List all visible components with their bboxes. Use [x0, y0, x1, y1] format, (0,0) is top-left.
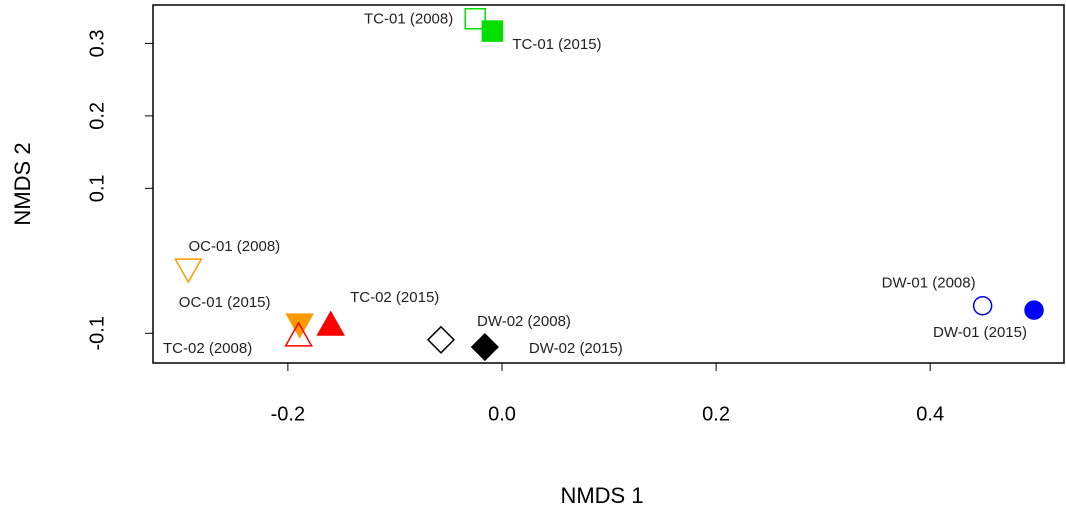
point-label: TC-01 (2015) — [512, 36, 601, 53]
y-tick-label: 0.1 — [86, 174, 108, 202]
point — [426, 325, 456, 354]
point — [174, 258, 203, 284]
point-label: TC-02 (2008) — [163, 340, 252, 357]
point-label: DW-01 (2015) — [933, 324, 1027, 341]
point — [1024, 300, 1044, 320]
point-label: DW-01 (2008) — [882, 275, 976, 292]
y-axis-label: NMDS 2 — [10, 142, 35, 225]
x-axis-label: NMDS 1 — [560, 483, 643, 508]
y-tick-label: -0.1 — [86, 316, 108, 350]
point-label: OC-01 (2015) — [179, 294, 271, 311]
point-label: TC-02 (2015) — [350, 289, 439, 306]
point-label: TC-01 (2008) — [364, 11, 453, 28]
point — [481, 20, 504, 42]
y-tick-label: 0.3 — [86, 30, 108, 58]
point-label: DW-02 (2015) — [529, 340, 623, 357]
point — [470, 332, 499, 362]
point — [464, 8, 486, 30]
point — [284, 321, 313, 347]
x-tick-label: -0.2 — [271, 403, 305, 425]
y-tick-label: 0.2 — [86, 102, 108, 130]
point-label: OC-01 (2008) — [188, 238, 280, 255]
point-label: DW-02 (2008) — [477, 313, 571, 330]
plot-frame — [152, 4, 1065, 364]
x-tick-label: 0.2 — [702, 403, 730, 425]
point — [316, 310, 345, 336]
point — [972, 295, 993, 316]
x-tick-label: 0.4 — [916, 403, 944, 425]
x-tick-label: 0.0 — [488, 403, 516, 425]
